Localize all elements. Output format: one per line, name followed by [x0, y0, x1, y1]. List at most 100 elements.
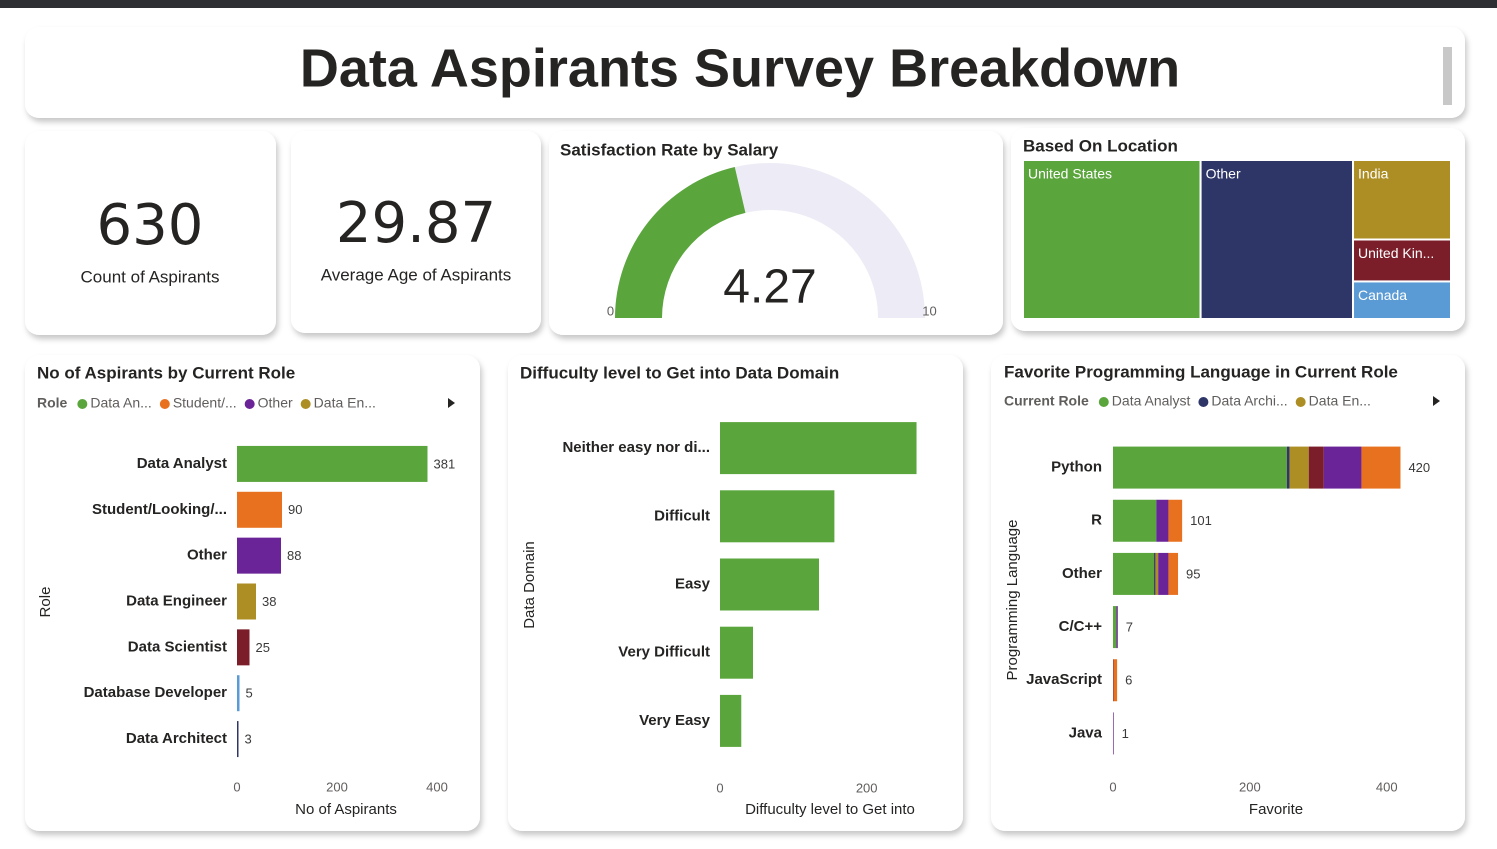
y-axis-title: Programming Language	[1004, 520, 1021, 681]
bar	[237, 721, 239, 758]
bar-segment	[1113, 712, 1114, 755]
legend-scroll-arrow[interactable]	[448, 398, 455, 408]
bar-segment	[1113, 659, 1114, 702]
chart-title: Based On Location	[1023, 136, 1178, 155]
treemap-tile	[1352, 238, 1452, 283]
total-label: 1	[1122, 726, 1129, 741]
legend-scroll-arrow[interactable]	[1433, 396, 1440, 406]
x-tick-label: 200	[856, 780, 878, 795]
category-label: Student/Looking/...	[92, 501, 227, 518]
legend-entry: Student/...	[173, 395, 237, 411]
bar-segment	[1168, 499, 1183, 542]
category-label: Other	[1062, 565, 1102, 582]
treemap-tile	[1199, 159, 1355, 320]
kpi-card	[25, 131, 276, 335]
bar-segment	[1156, 499, 1169, 542]
chart-title: Satisfaction Rate by Salary	[560, 140, 779, 159]
category-label: R	[1091, 512, 1102, 529]
legend-marker	[1198, 397, 1209, 407]
chart-title: Diffuculty level to Get into Data Domain	[520, 363, 839, 382]
legend-entry: Data En...	[314, 395, 376, 411]
kpi-label: Count of Aspirants	[81, 267, 220, 286]
legend-marker	[1295, 397, 1306, 407]
top-bar	[0, 0, 1497, 8]
category-label: Difficult	[654, 507, 710, 524]
category-label: Easy	[675, 575, 711, 592]
kpi-label: Average Age of Aspirants	[321, 265, 512, 284]
total-label: 7	[1126, 620, 1133, 635]
bar-segment	[1154, 552, 1156, 595]
bar	[237, 445, 428, 482]
bar-segment	[1308, 446, 1324, 489]
bar-segment	[1113, 446, 1287, 489]
bar	[237, 537, 281, 574]
kpi-value: 29.87	[336, 191, 496, 256]
legend-title: Role	[37, 395, 68, 411]
bar	[237, 675, 240, 712]
chart-card	[991, 355, 1465, 831]
total-label: 6	[1125, 673, 1132, 688]
data-label: 38	[262, 594, 276, 609]
x-axis-title: Favorite	[1249, 801, 1303, 818]
bar	[237, 583, 256, 620]
data-label: 88	[287, 548, 301, 563]
bar-segment	[1323, 446, 1362, 489]
bar	[237, 491, 282, 528]
bar	[720, 490, 835, 543]
kpi-card	[291, 131, 541, 333]
bar-segment	[1113, 499, 1157, 542]
bar-segment	[1168, 552, 1179, 595]
scroll-indicator	[1443, 47, 1452, 105]
x-axis-title: No of Aspirants	[295, 801, 397, 818]
category-label: C/C++	[1059, 618, 1103, 635]
treemap-tile	[1352, 159, 1452, 241]
x-axis-title: Diffuculty level to Get into	[745, 801, 915, 818]
treemap-label: United Kin...	[1358, 245, 1434, 261]
bar	[720, 422, 917, 475]
legend-entry: Other	[258, 395, 293, 411]
bar-segment	[1155, 552, 1159, 595]
treemap-label: United States	[1028, 166, 1112, 182]
kpi-value: 630	[97, 193, 204, 258]
category-label: Data Architect	[126, 730, 227, 747]
gauge-tick-label: 0	[607, 303, 614, 318]
legend-marker	[77, 399, 88, 409]
category-label: Very Easy	[639, 712, 711, 729]
page-title: Data Aspirants Survey Breakdown	[300, 38, 1180, 98]
total-label: 420	[1408, 460, 1430, 475]
treemap-tile	[1022, 159, 1202, 320]
bar-segment	[1361, 446, 1401, 489]
bar	[237, 629, 250, 666]
total-label: 101	[1190, 513, 1212, 528]
bar-segment	[1158, 552, 1169, 595]
treemap-tile	[1352, 280, 1452, 321]
bar-segment	[1113, 606, 1117, 649]
legend-title: Current Role	[1004, 393, 1089, 409]
legend-entry: Data An...	[90, 395, 151, 411]
bar-segment	[1289, 446, 1309, 489]
y-axis-title: Role	[37, 587, 54, 618]
category-label: Data Scientist	[128, 638, 227, 655]
header-card	[25, 27, 1465, 118]
bar	[720, 626, 753, 679]
legend-marker	[244, 399, 255, 409]
category-label: Python	[1051, 459, 1102, 476]
data-label: 3	[245, 732, 252, 747]
x-tick-label: 200	[326, 779, 348, 794]
gauge-value-label: 4.27	[723, 261, 816, 314]
x-tick-label: 0	[233, 779, 240, 794]
x-tick-label: 400	[1376, 779, 1398, 794]
x-tick-label: 400	[426, 779, 448, 794]
category-label: Very Difficult	[618, 644, 710, 661]
category-label: Database Developer	[84, 684, 228, 701]
x-tick-label: 0	[716, 780, 723, 795]
bar-segment	[1116, 606, 1118, 649]
treemap-label: Canada	[1358, 287, 1407, 303]
bar-segment	[1286, 446, 1290, 489]
total-label: 95	[1186, 566, 1200, 581]
category-label: Data Analyst	[137, 455, 227, 472]
x-tick-label: 0	[1109, 779, 1116, 794]
chart-title: No of Aspirants by Current Role	[37, 363, 295, 382]
